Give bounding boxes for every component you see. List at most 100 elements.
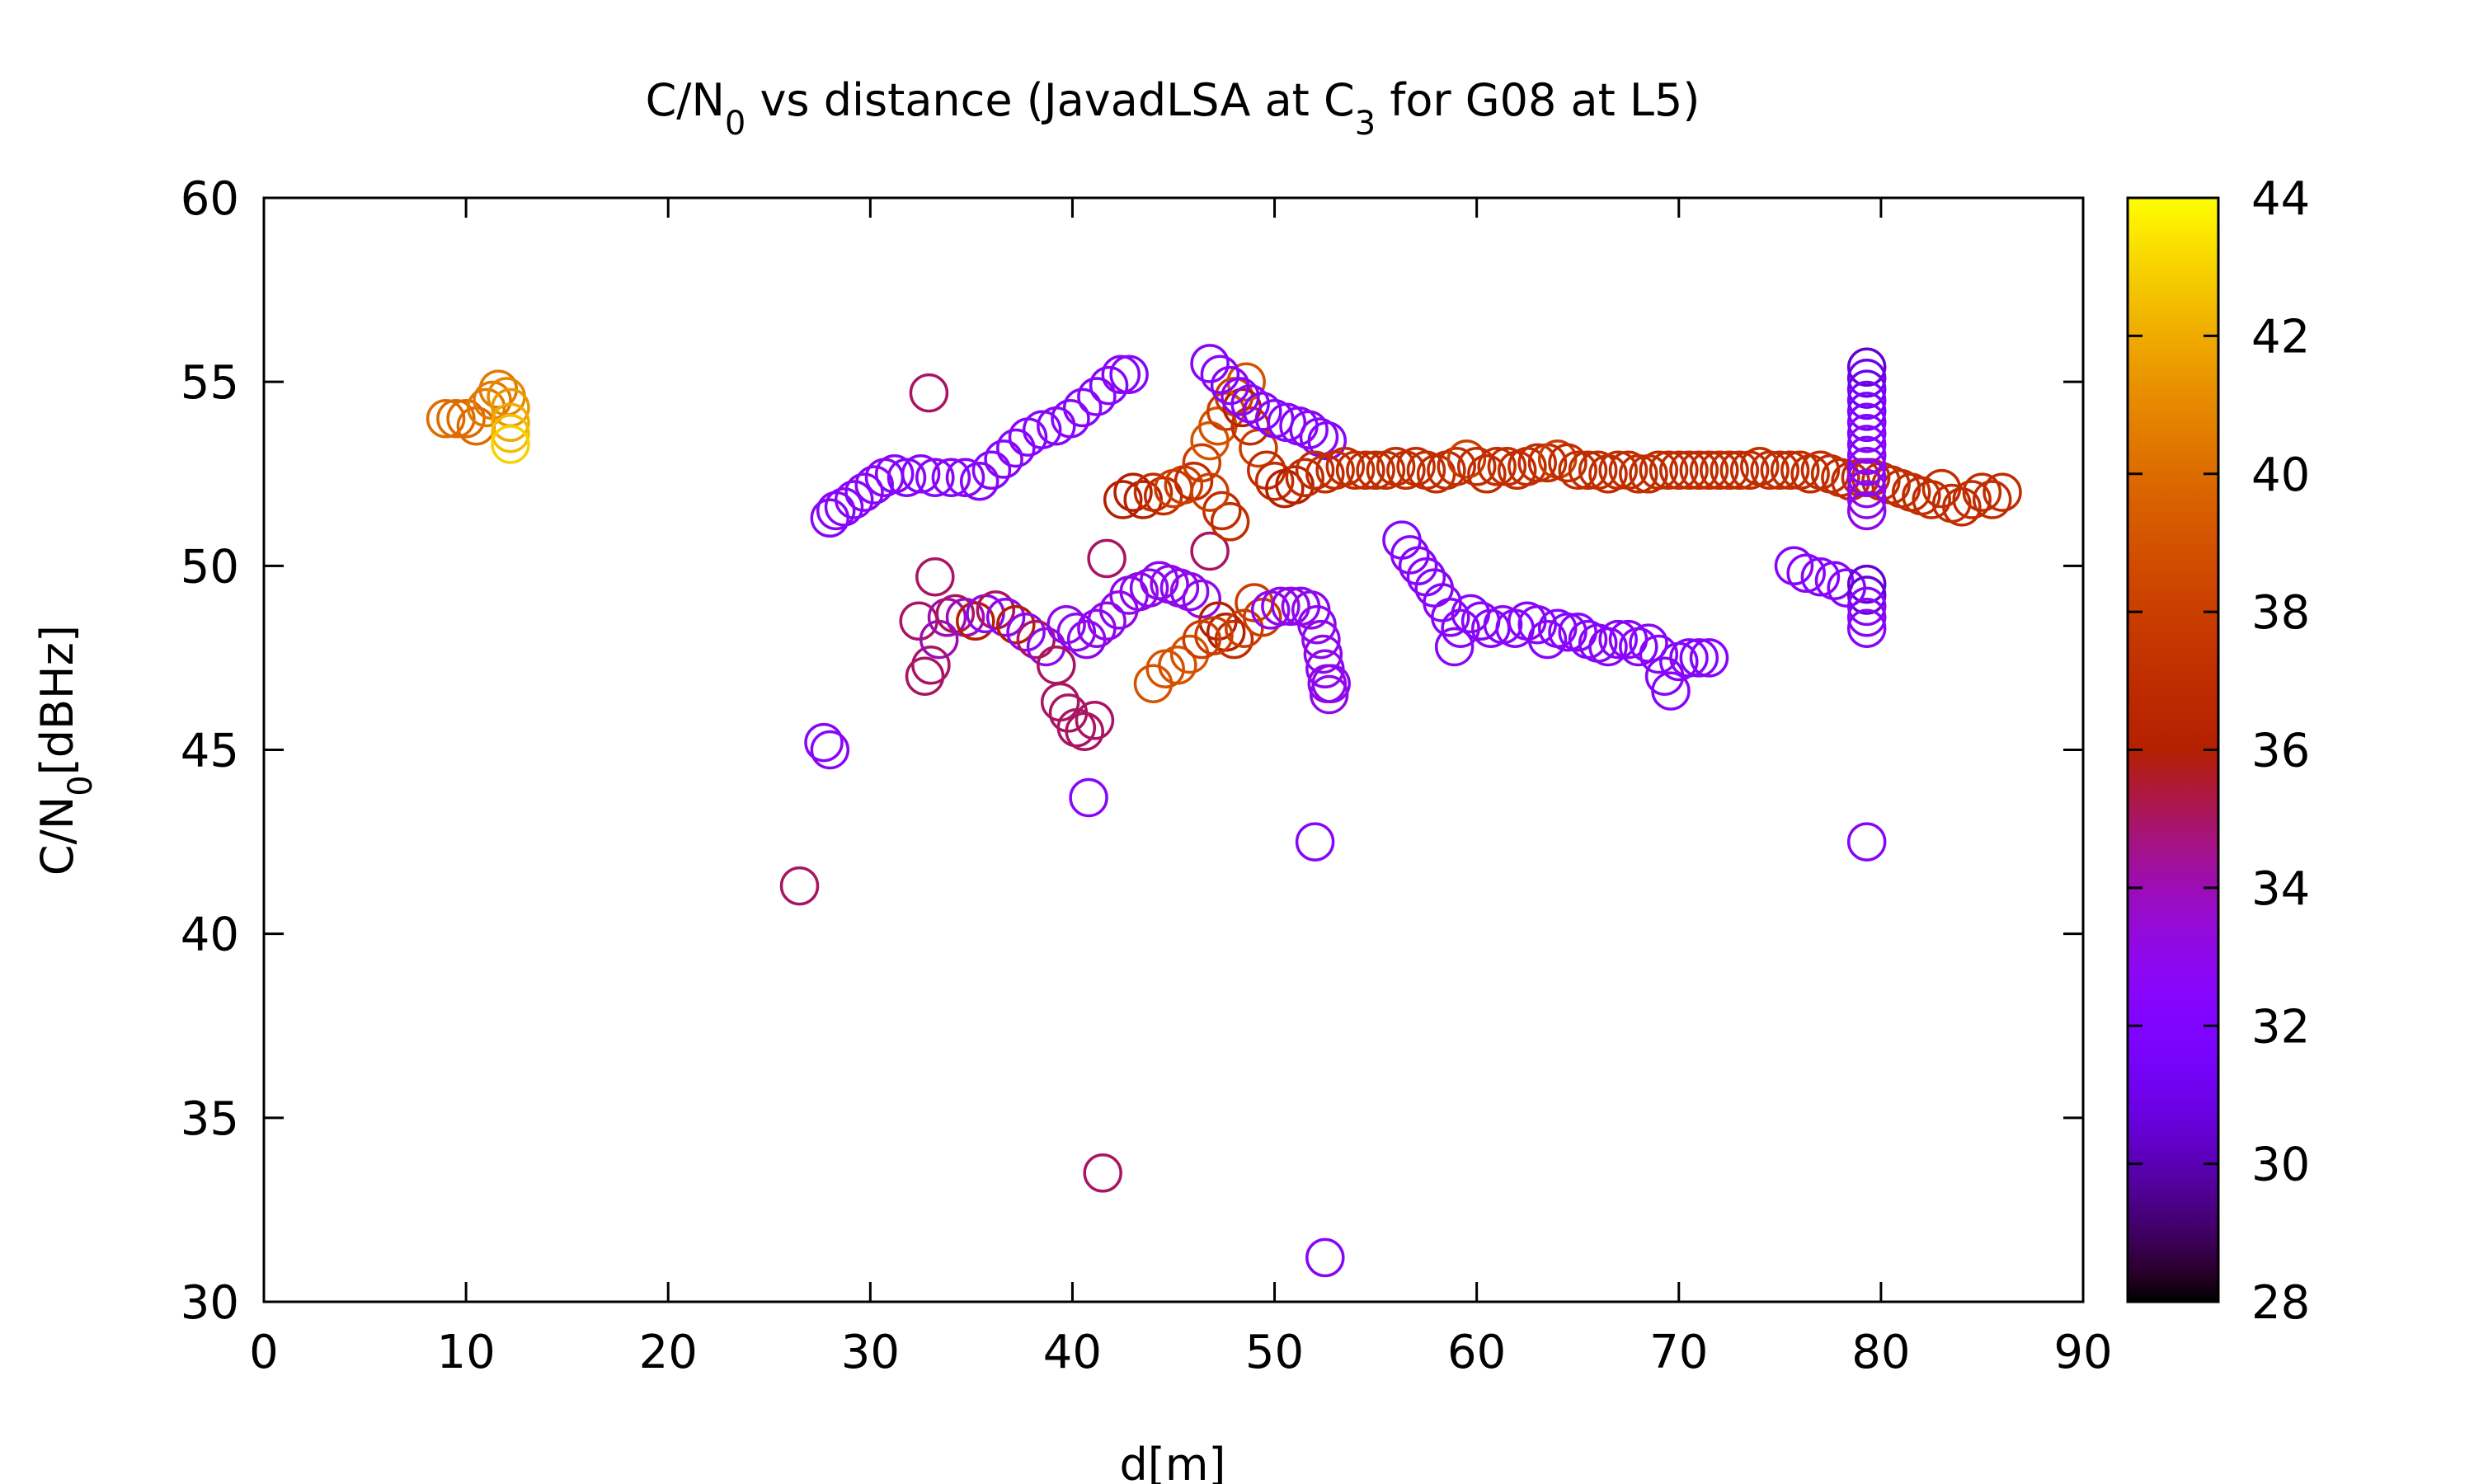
- data-point: [1335, 450, 1376, 491]
- data-point: [1190, 472, 1230, 512]
- data-point: [1243, 392, 1282, 431]
- data-point: [1190, 531, 1230, 571]
- y-tick-label: 45: [181, 725, 239, 778]
- data-point: [1689, 638, 1729, 678]
- data-point: [1305, 1237, 1345, 1278]
- data-point: [976, 590, 1016, 630]
- data-point: [1087, 538, 1126, 579]
- data-point: [1659, 450, 1699, 491]
- colorbar-tick-label: 34: [2251, 862, 2310, 916]
- data-point: [1639, 634, 1679, 674]
- data-point: [1437, 447, 1476, 486]
- data-point: [1047, 604, 1086, 645]
- data-point: [1558, 450, 1597, 491]
- data-point: [1548, 443, 1587, 483]
- data-point: [1158, 646, 1197, 685]
- data-point: [1230, 384, 1270, 424]
- data-point: [1109, 355, 1149, 394]
- data-point: [915, 458, 955, 497]
- data-point: [1169, 571, 1210, 612]
- y-axis-label: C/N0[dBHz]: [31, 625, 100, 876]
- data-point: [1719, 450, 1760, 491]
- data-point: [1434, 627, 1475, 667]
- data-point: [1952, 480, 1992, 519]
- data-point: [887, 458, 927, 497]
- plot-frame: [262, 196, 2085, 1303]
- data-point: [1669, 638, 1709, 678]
- data-point: [1846, 822, 1887, 862]
- data-point: [1846, 564, 1887, 604]
- colorbar-tick-label: 28: [2251, 1276, 2310, 1330]
- subscript: 3: [1355, 105, 1376, 143]
- data-point: [779, 866, 820, 906]
- data-point: [1700, 450, 1739, 491]
- data-point: [446, 399, 486, 439]
- data-point: [1800, 556, 1841, 597]
- data-point: [1221, 377, 1260, 416]
- data-point: [1689, 450, 1729, 491]
- data-point: [1814, 561, 1855, 600]
- data-point: [1390, 535, 1430, 575]
- colorbar-tick-label: 30: [2251, 1139, 2310, 1192]
- subscript: 0: [62, 775, 100, 796]
- y-tick-label: 35: [181, 1092, 239, 1146]
- data-point: [491, 425, 530, 464]
- data-point: [1254, 461, 1295, 501]
- data-point: [1346, 450, 1385, 491]
- data-point: [1297, 604, 1337, 645]
- data-point: [1113, 472, 1153, 512]
- data-point: [1056, 612, 1097, 652]
- data-point: [1129, 568, 1169, 608]
- data-point: [1548, 612, 1587, 652]
- data-point: [1679, 450, 1719, 491]
- x-tick-label: 0: [249, 1326, 279, 1379]
- data-point: [491, 402, 530, 443]
- data-point: [919, 619, 959, 660]
- text-run: C/N: [31, 796, 83, 876]
- data-point: [1182, 579, 1222, 619]
- data-point: [1846, 413, 1887, 453]
- data-point: [1786, 553, 1826, 594]
- colorbar-tick-label: 38: [2251, 586, 2310, 640]
- colorbar-tick-label: 32: [2251, 1000, 2310, 1054]
- data-point: [1774, 546, 1814, 586]
- data-point: [1669, 450, 1709, 491]
- data-point: [436, 399, 476, 439]
- data-point: [1087, 601, 1126, 641]
- data-point: [1456, 447, 1497, 486]
- chart-title: C/N0 vs distance (JavadLSA at C3 for G08…: [646, 74, 1700, 143]
- data-point: [1051, 399, 1090, 439]
- y-tick-label: 40: [181, 909, 239, 962]
- data-point: [1303, 634, 1343, 674]
- data-point: [1190, 344, 1230, 383]
- data-point: [1285, 458, 1325, 497]
- data-point: [810, 730, 850, 770]
- x-tick-label: 70: [1649, 1326, 1708, 1379]
- data-point: [1022, 410, 1062, 449]
- data-point: [971, 450, 1012, 491]
- data-point: [1846, 347, 1887, 387]
- x-tick-label: 10: [436, 1326, 495, 1379]
- data-point: [1267, 402, 1307, 443]
- data-point: [1846, 358, 1887, 398]
- data-point: [1261, 586, 1300, 627]
- data-point: [854, 465, 894, 505]
- data-point: [915, 556, 955, 597]
- data-point: [824, 487, 864, 527]
- data-point: [1972, 480, 2012, 519]
- data-point: [1846, 402, 1887, 443]
- x-axis: 0 10 20 30 40 50 60 70 80 90: [249, 198, 2113, 1379]
- data-point: [1069, 777, 1108, 818]
- data-point: [1770, 450, 1810, 491]
- data-point: [1214, 619, 1254, 660]
- data-point: [1598, 619, 1638, 660]
- data-point: [1846, 598, 1887, 637]
- data-points: [426, 344, 2022, 1278]
- data-point: [1062, 387, 1103, 428]
- data-point: [1639, 450, 1679, 491]
- data-point: [956, 601, 995, 641]
- data-point: [1649, 450, 1689, 491]
- data-point: [959, 461, 999, 501]
- data-point: [1103, 480, 1143, 519]
- data-point: [1517, 443, 1557, 483]
